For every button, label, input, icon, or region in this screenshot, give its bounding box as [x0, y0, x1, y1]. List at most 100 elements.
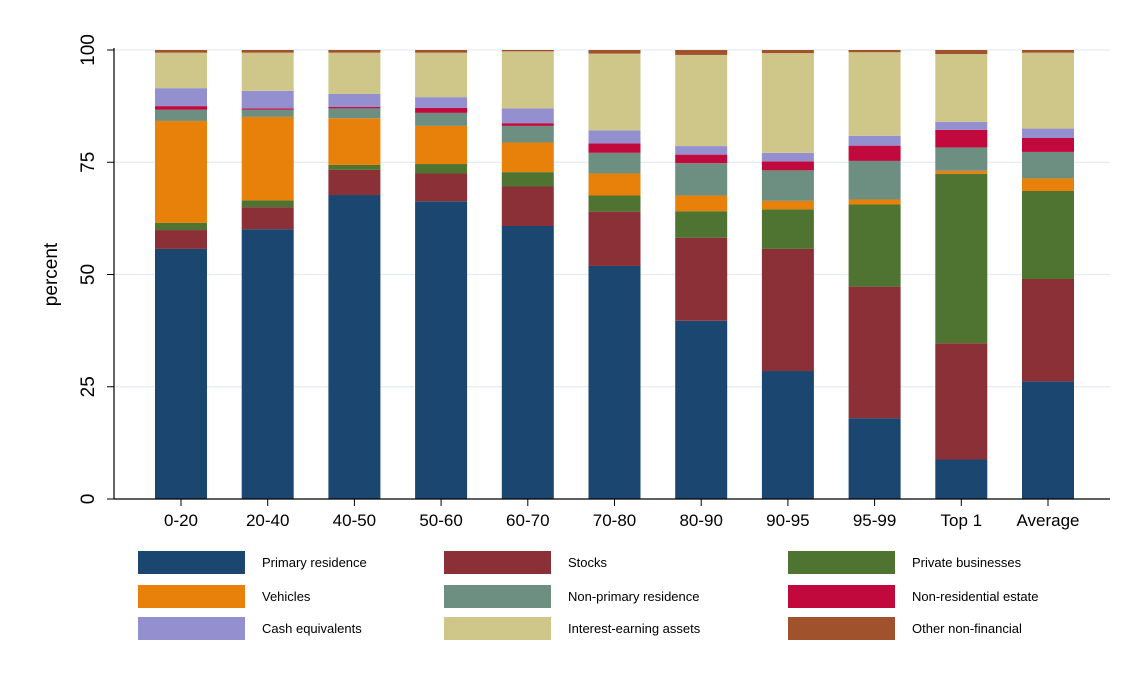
legend-swatch [444, 551, 551, 574]
y-tick-label-100: 100 [78, 34, 99, 66]
bar-segment-0-20-7 [155, 52, 207, 89]
bar-segment-0-20-4 [155, 109, 207, 121]
bar-segment-20-40-1 [241, 207, 294, 230]
x-tick-label: Top 1 [941, 511, 983, 530]
legend-swatch [788, 617, 895, 640]
bar-segment-95-99-0 [848, 418, 901, 499]
bar-segment-20-40-6 [241, 90, 294, 109]
bar-segment-40-50-6 [328, 94, 381, 108]
bar-segment-60-70-0 [501, 226, 554, 499]
bar-segment-top-1-1 [935, 343, 988, 460]
y-tick-labels: 0 25 50 75 100 [78, 34, 99, 504]
bar-segment-50-60-6 [415, 97, 468, 108]
legend-swatch [138, 617, 245, 640]
bar-segment-80-90-1 [675, 237, 728, 321]
bar-segment-60-70-1 [501, 186, 554, 227]
bar-segment-90-95-6 [761, 152, 814, 162]
bar-segment-95-99-3 [848, 199, 901, 205]
legend-label: Stocks [568, 555, 608, 570]
bar-segment-40-50-1 [328, 169, 381, 196]
bar-segment-70-80-8 [588, 50, 641, 54]
y-tick-label-0: 0 [78, 494, 99, 505]
bar-segment-0-20-6 [155, 88, 207, 107]
x-tick-labels: 0-20 20-40 40-50 50-60 60-70 70-80 80-90 90-95 9… [164, 499, 1080, 530]
bar-segment-20-40-0 [241, 229, 294, 499]
bar-segment-70-80-7 [588, 53, 641, 131]
bar-segment-70-80-6 [588, 130, 641, 144]
bar-segment-60-70-5 [501, 123, 554, 126]
bar-segment-0-20-5 [155, 106, 207, 110]
x-tick-label: 70-80 [593, 511, 636, 530]
y-axis-title: percent [41, 242, 62, 306]
bar-segment-80-90-4 [675, 163, 728, 196]
bar-segment-70-80-0 [588, 265, 641, 499]
legend-swatch [138, 585, 245, 608]
bar-segment-average-8 [1022, 50, 1074, 53]
bar-segment-0-20-0 [155, 248, 207, 499]
legend-label: Non-residential estate [912, 589, 1038, 604]
bar-segment-top-1-0 [935, 459, 988, 499]
legend-swatch [788, 585, 895, 608]
bar-segment-0-20-3 [155, 120, 207, 223]
bar-segment-40-50-8 [328, 50, 381, 53]
bar-segment-40-50-0 [328, 195, 381, 500]
bar-segment-0-20-2 [155, 222, 207, 231]
bar-segment-20-40-8 [241, 50, 294, 53]
bar-segment-40-50-7 [328, 52, 381, 95]
bar-segment-20-40-5 [241, 108, 294, 110]
bar-segment-80-90-8 [675, 50, 728, 55]
bar-segment-90-95-1 [761, 248, 814, 372]
bar-segment-top-1-2 [935, 173, 988, 344]
bar-segment-40-50-5 [328, 107, 381, 109]
bar-segment-95-99-8 [848, 50, 901, 53]
bar-segment-90-95-0 [761, 371, 814, 499]
bar-segment-20-40-2 [241, 200, 294, 208]
bar-segment-20-40-4 [241, 109, 294, 117]
legend-label: Interest-earning assets [568, 621, 701, 636]
y-tick-label-75: 75 [78, 152, 99, 173]
bar-segment-95-99-2 [848, 204, 901, 287]
bar-segment-top-1-8 [935, 50, 988, 55]
bar-segment-70-80-5 [588, 143, 641, 153]
x-tick-label: 90-95 [766, 511, 809, 530]
bar-segment-average-2 [1022, 190, 1074, 279]
legend-swatch [444, 585, 551, 608]
bar-segment-50-60-5 [415, 107, 468, 113]
legend-label: Non-primary residence [568, 589, 700, 604]
legend-label: Private businesses [912, 555, 1022, 570]
bar-segment-top-1-7 [935, 54, 988, 122]
bar-segment-80-90-2 [675, 211, 728, 238]
x-tick-label: 0-20 [164, 511, 198, 530]
bar-segment-70-80-3 [588, 173, 641, 196]
bar-segment-0-20-8 [155, 50, 207, 53]
bar-segment-90-95-4 [761, 170, 814, 201]
bar-segment-top-1-6 [935, 121, 988, 130]
x-tick-label: 95-99 [853, 511, 896, 530]
bar-segment-average-4 [1022, 151, 1074, 179]
bar-segment-90-95-2 [761, 209, 814, 249]
x-tick-label: 20-40 [246, 511, 289, 530]
bar-segment-50-60-2 [415, 164, 468, 174]
bar-segment-average-3 [1022, 178, 1074, 191]
bar-segment-average-5 [1022, 138, 1074, 152]
bar-segment-95-99-1 [848, 286, 901, 419]
bar-segment-40-50-4 [328, 108, 381, 119]
bar-segment-top-1-3 [935, 170, 988, 174]
bar-segment-60-70-3 [501, 142, 554, 173]
bar-segment-20-40-7 [241, 52, 294, 91]
bar-segment-70-80-2 [588, 195, 641, 212]
bars [155, 50, 1074, 500]
bar-segment-80-90-7 [675, 54, 728, 147]
bar-segment-60-70-7 [501, 51, 554, 109]
x-tick-label: Average [1016, 511, 1079, 530]
bar-segment-average-7 [1022, 52, 1074, 129]
x-tick-label: 60-70 [506, 511, 549, 530]
bar-segment-50-60-4 [415, 112, 468, 126]
y-tick-label-50: 50 [78, 264, 99, 285]
bar-segment-60-70-4 [501, 125, 554, 143]
bar-segment-95-99-7 [848, 52, 901, 136]
bar-segment-60-70-6 [501, 108, 554, 124]
bar-segment-50-60-3 [415, 125, 468, 165]
